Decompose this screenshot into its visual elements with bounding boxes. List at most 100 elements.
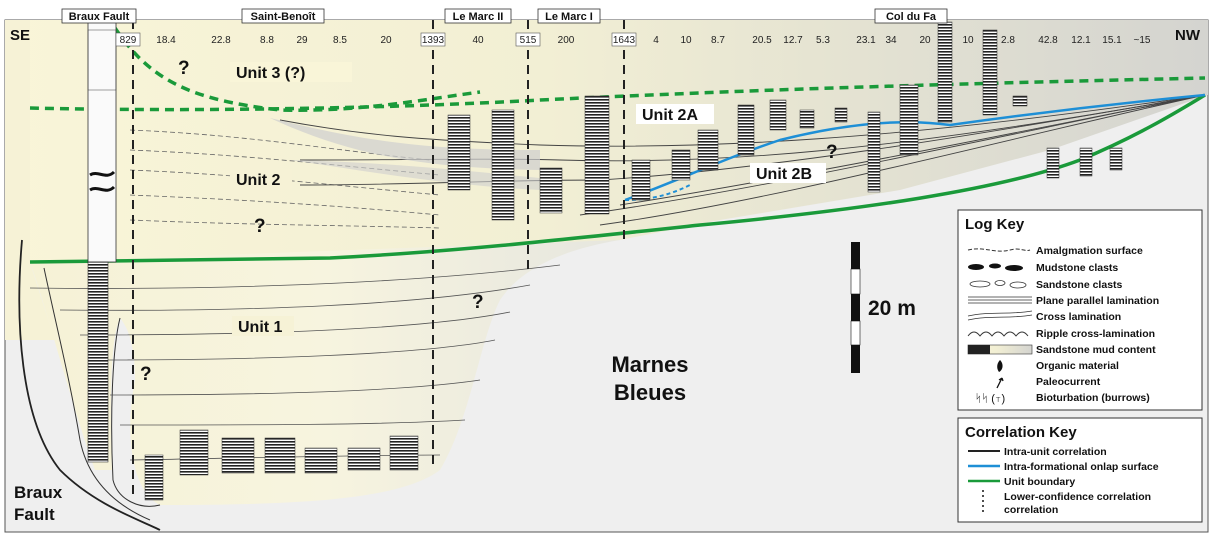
unit1-correlation-lines: [29, 264, 561, 461]
section-dividers: [132, 20, 625, 500]
wedge-body-2: [290, 160, 540, 190]
log-key-item-6: Sandstone mud content: [1036, 344, 1156, 356]
distance-label: 8.8: [260, 35, 274, 46]
marnes-label-2: Bleues: [614, 380, 686, 405]
distance-label: 200: [558, 35, 575, 46]
distance-label: 12.7: [783, 35, 803, 46]
unit2-top-dashed: [29, 76, 1206, 112]
col-du-fa-logs: [631, 21, 1123, 201]
unit2a-label-bg: [636, 104, 714, 124]
paleocurrent-symbol: [996, 377, 1004, 389]
distance-box: [515, 32, 541, 47]
distance-label: 34: [885, 35, 897, 46]
correlation-key-item-2: Unit boundary: [1004, 476, 1075, 488]
distance-box: [611, 32, 637, 47]
correlation-key-title: Correlation Key: [965, 424, 1077, 441]
unit1-label-bg: [232, 316, 294, 336]
distance-label: 10: [680, 35, 692, 46]
bioturbation-symbol: ᛋᛋ (⊤): [975, 393, 1005, 405]
mudstone-clasts-symbol: [968, 263, 1023, 271]
log-key-item-8: Paleocurrent: [1036, 376, 1101, 388]
question-mark-unit3: ?: [178, 58, 190, 79]
saint-benoit-logs: [144, 429, 419, 501]
unit3-label-bg: [230, 62, 352, 82]
question-mark-unit1: ?: [472, 292, 484, 313]
onlap-margin-line: [111, 317, 161, 507]
distance-label: 15.1: [1102, 35, 1122, 46]
correlation-key: Correlation Key Intra-unit correlation I…: [957, 417, 1203, 523]
section-le-marc-ii: Le Marc II: [453, 11, 504, 23]
braux-fault-log: [87, 21, 117, 463]
cross-lamination-symbol: [967, 310, 1033, 321]
sandstone-clasts-symbol: [969, 280, 1027, 289]
distance-label: 42.8: [1038, 35, 1058, 46]
distance-label: 40: [472, 35, 484, 46]
unit3-dashed-top: [113, 27, 481, 112]
label-se: SE: [10, 27, 30, 44]
log-key-item-9: Bioturbation (burrows): [1036, 392, 1150, 404]
distance-box: [420, 32, 446, 47]
unit2-dashed-lines: [129, 129, 441, 229]
unit3-label: Unit 3 (?): [236, 65, 305, 82]
distance-label: 1393: [422, 35, 445, 46]
distance-label: 20.5: [752, 35, 772, 46]
unit-boundary-base: [29, 93, 1206, 264]
distance-label: 2.8: [1001, 35, 1015, 46]
braux-fault-label-2: Fault: [14, 505, 55, 524]
distance-label: 5.3: [816, 35, 830, 46]
distance-label: 20: [380, 35, 392, 46]
correlation-key-item-3b: correlation: [1004, 504, 1058, 516]
wedge-body: [270, 118, 540, 170]
amalgamation-symbol: [967, 248, 1031, 252]
correlation-key-item-1: Intra-formational onlap surface: [1004, 461, 1159, 473]
distance-label: 29: [296, 35, 308, 46]
section-saint-benoit: Saint-Benoît: [251, 11, 316, 23]
correlation-key-item-0: Intra-unit correlation: [1004, 446, 1107, 458]
unit1-fill: [30, 240, 620, 505]
question-mark-colfa: ?: [826, 142, 838, 163]
unit2-label: Unit 2: [236, 172, 281, 189]
distance-label: 4: [653, 35, 659, 46]
label-nw: NW: [1175, 27, 1201, 44]
distance-label: 8.7: [711, 35, 725, 46]
le-marc-logs: [447, 95, 610, 221]
question-mark-unit2: ?: [254, 216, 266, 237]
distance-label: 22.8: [211, 35, 231, 46]
unit1-label: Unit 1: [238, 319, 283, 336]
log-key-item-4: Cross lamination: [1036, 311, 1121, 323]
log-key-item-0: Amalgmation surface: [1036, 245, 1143, 257]
distance-label: 1643: [613, 35, 636, 46]
log-key: Log Key ᛋᛋ (⊤) Amalgmation surface Mudst…: [957, 209, 1203, 411]
distance-label: 829: [120, 35, 137, 46]
log-key-item-1: Mudstone clasts: [1036, 262, 1118, 274]
distance-label: 515: [520, 35, 537, 46]
plane-parallel-symbol: [968, 296, 1032, 304]
correlation-key-item-3: Lower-confidence correlation: [1004, 491, 1151, 503]
organic-symbol: [997, 360, 1003, 372]
unit2-label-bg: [230, 169, 292, 189]
distance-label: 8.5: [333, 35, 347, 46]
ripple-symbol: [967, 331, 1029, 337]
distance-label: 23.1: [856, 35, 876, 46]
log-key-item-3: Plane parallel lamination: [1036, 295, 1159, 307]
distance-label: 18.4: [156, 35, 176, 46]
distance-box: [115, 32, 141, 47]
distance-labels: 829 18.4 22.8 8.8 29 8.5 20 1393 40 515 200 1643 4 10…: [115, 32, 1151, 47]
braux-fault-trace: [18, 239, 161, 531]
unit2b-label-bg: [750, 163, 826, 183]
marnes-label-1: Marnes: [611, 352, 688, 377]
log-key-item-2: Sandstone clasts: [1036, 279, 1123, 291]
section-col-du-fa: Col du Fa: [886, 11, 937, 23]
distance-label: 10: [962, 35, 974, 46]
braux-fault-label-1: Braux: [14, 483, 63, 502]
fault-side-fill: [5, 20, 55, 340]
basin-margin-line: [43, 267, 151, 521]
log-key-item-7: Organic material: [1036, 360, 1119, 372]
log-key-title: Log Key: [965, 216, 1025, 233]
scale-bar-label: 20 m: [868, 297, 916, 320]
section-braux-fault: Braux Fault: [69, 11, 130, 23]
distance-label: ~15: [1134, 35, 1151, 46]
unit2b-label: Unit 2B: [756, 166, 812, 183]
mud-content-symbol: [967, 344, 1033, 355]
